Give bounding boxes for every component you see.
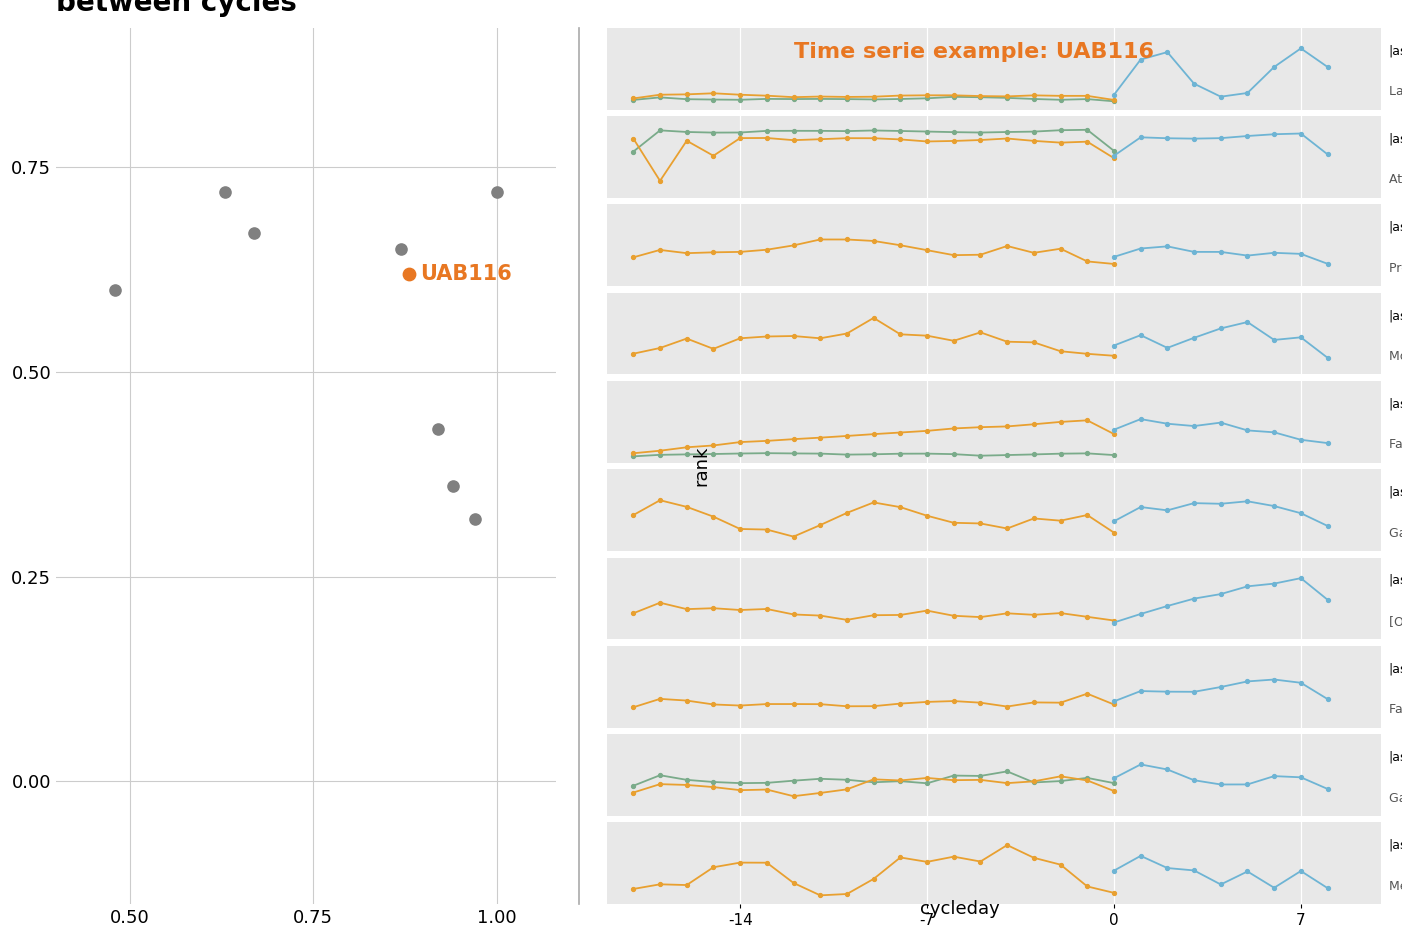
Text: Gardnerella l./s. ("G1"): Gardnerella l./s. ("G1") bbox=[1389, 791, 1402, 804]
Point bbox=[104, 282, 126, 297]
Text: |asv1|: |asv1| bbox=[1389, 45, 1402, 58]
Point bbox=[464, 512, 486, 527]
Text: |asv154|: |asv154| bbox=[1389, 397, 1402, 410]
Text: Prevotella a.: Prevotella a. bbox=[1389, 262, 1402, 275]
Text: |asv124|: |asv124| bbox=[1389, 309, 1402, 322]
Text: Megasphaera l.: Megasphaera l. bbox=[1389, 880, 1402, 893]
Text: Fastidiosipila (g): Fastidiosipila (g) bbox=[1389, 703, 1402, 716]
Text: |asv17|: |asv17| bbox=[1389, 486, 1402, 499]
Text: rank: rank bbox=[693, 445, 709, 487]
Point bbox=[243, 226, 265, 240]
Point bbox=[215, 185, 237, 199]
Text: Fastidiosipila (g): Fastidiosipila (g) bbox=[1389, 438, 1402, 451]
Text: |asv12|: |asv12| bbox=[1389, 221, 1402, 234]
Point bbox=[442, 479, 464, 494]
Text: UAB116: UAB116 bbox=[419, 264, 512, 283]
Text: [Order: Saccha.]: [Order: Saccha.] bbox=[1389, 615, 1402, 628]
Text: |asv5|: |asv5| bbox=[1389, 750, 1402, 763]
Text: |asv8|: |asv8| bbox=[1389, 839, 1402, 852]
Text: Gardnerella v.: Gardnerella v. bbox=[1389, 527, 1402, 540]
Point bbox=[390, 241, 412, 256]
Point bbox=[485, 185, 508, 199]
Point bbox=[398, 267, 421, 281]
Text: Mobiluncus m.: Mobiluncus m. bbox=[1389, 350, 1402, 363]
Text: cycleday: cycleday bbox=[921, 900, 1000, 918]
Point bbox=[426, 421, 449, 436]
Text: Time serie example: UAB116: Time serie example: UAB116 bbox=[795, 42, 1154, 62]
Text: |asv10|: |asv10| bbox=[1389, 132, 1402, 145]
Text: Atopobium v.: Atopobium v. bbox=[1389, 173, 1402, 186]
Text: |asv35|: |asv35| bbox=[1389, 662, 1402, 675]
Text: |asv180|: |asv180| bbox=[1389, 574, 1402, 587]
Text: Correlation
between cycles: Correlation between cycles bbox=[56, 0, 297, 18]
Text: Lactobacillus i.: Lactobacillus i. bbox=[1389, 85, 1402, 98]
